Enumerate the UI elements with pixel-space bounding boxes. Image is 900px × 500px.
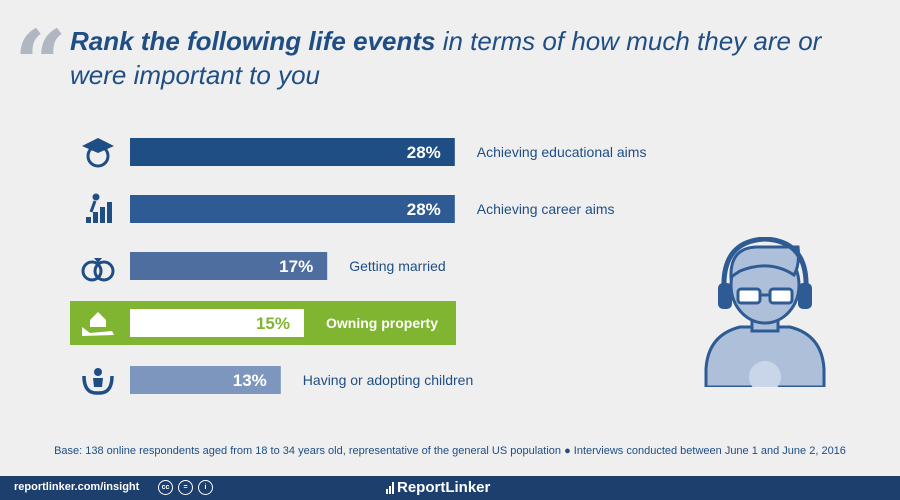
stair-step bbox=[107, 202, 112, 223]
avatar-shirt-circle bbox=[749, 361, 781, 387]
footer-link[interactable]: reportlinker.com/insight bbox=[14, 481, 140, 493]
bar-value-label: 15% bbox=[256, 314, 290, 333]
footnote: Base: 138 online respondents aged from 1… bbox=[54, 445, 846, 457]
bar-value-label: 28% bbox=[407, 143, 441, 162]
cc-license-icon: cc bbox=[158, 480, 173, 495]
category-label: Having or adopting children bbox=[303, 372, 473, 388]
avatar-body bbox=[704, 325, 826, 387]
glasses-left bbox=[736, 287, 762, 305]
brand-logo[interactable]: ReportLinker bbox=[386, 479, 490, 496]
bar-value-label: 17% bbox=[279, 257, 313, 276]
hand-shape bbox=[82, 327, 114, 336]
ring-diamond bbox=[94, 258, 102, 263]
avatar-headphones-illustration bbox=[704, 237, 826, 387]
avatar-hair bbox=[729, 245, 800, 280]
category-label: Achieving career aims bbox=[477, 201, 615, 217]
quote-mark-icon: “ bbox=[14, 10, 67, 118]
headphone-left bbox=[718, 283, 732, 309]
stair-step bbox=[86, 217, 91, 223]
ring-left bbox=[81, 260, 103, 282]
footer-bar: reportlinker.com/insight cc = i ReportLi… bbox=[0, 476, 900, 500]
bar bbox=[130, 138, 455, 166]
title-strong: Rank the following life events bbox=[70, 26, 436, 56]
no-derivatives-icon: = bbox=[178, 480, 193, 495]
child-head bbox=[94, 368, 102, 376]
stair-step bbox=[93, 212, 98, 223]
headphone-band bbox=[721, 237, 809, 290]
brand-bars-icon bbox=[386, 481, 394, 494]
house-shape bbox=[90, 312, 106, 327]
license-icons: cc = i bbox=[158, 480, 213, 495]
attribution-icon: i bbox=[198, 480, 213, 495]
bar-value-label: 28% bbox=[407, 200, 441, 219]
bar-chart: 28% Achieving educational aims 28% Achievin… bbox=[70, 138, 647, 395]
ring-right bbox=[93, 260, 115, 282]
category-label: Getting married bbox=[349, 258, 445, 274]
chart-title: Rank the following life events in terms … bbox=[70, 24, 880, 92]
child-body bbox=[93, 378, 103, 387]
climber-head bbox=[92, 193, 100, 201]
bar bbox=[130, 366, 281, 394]
bar bbox=[130, 252, 328, 280]
bar bbox=[130, 195, 455, 223]
bar-value-label: 13% bbox=[233, 371, 267, 390]
category-label: Owning property bbox=[326, 315, 438, 331]
category-label: Achieving educational aims bbox=[477, 144, 647, 160]
graduate-cap bbox=[82, 138, 114, 153]
climber-body bbox=[89, 200, 97, 213]
brand-name: ReportLinker bbox=[397, 479, 491, 496]
bar bbox=[130, 309, 304, 337]
glasses-right bbox=[768, 287, 794, 305]
caring-hands bbox=[82, 375, 114, 395]
stair-step bbox=[100, 207, 105, 223]
headphone-right bbox=[798, 283, 812, 309]
title-rest: in terms of how much they are or were im… bbox=[70, 26, 822, 90]
